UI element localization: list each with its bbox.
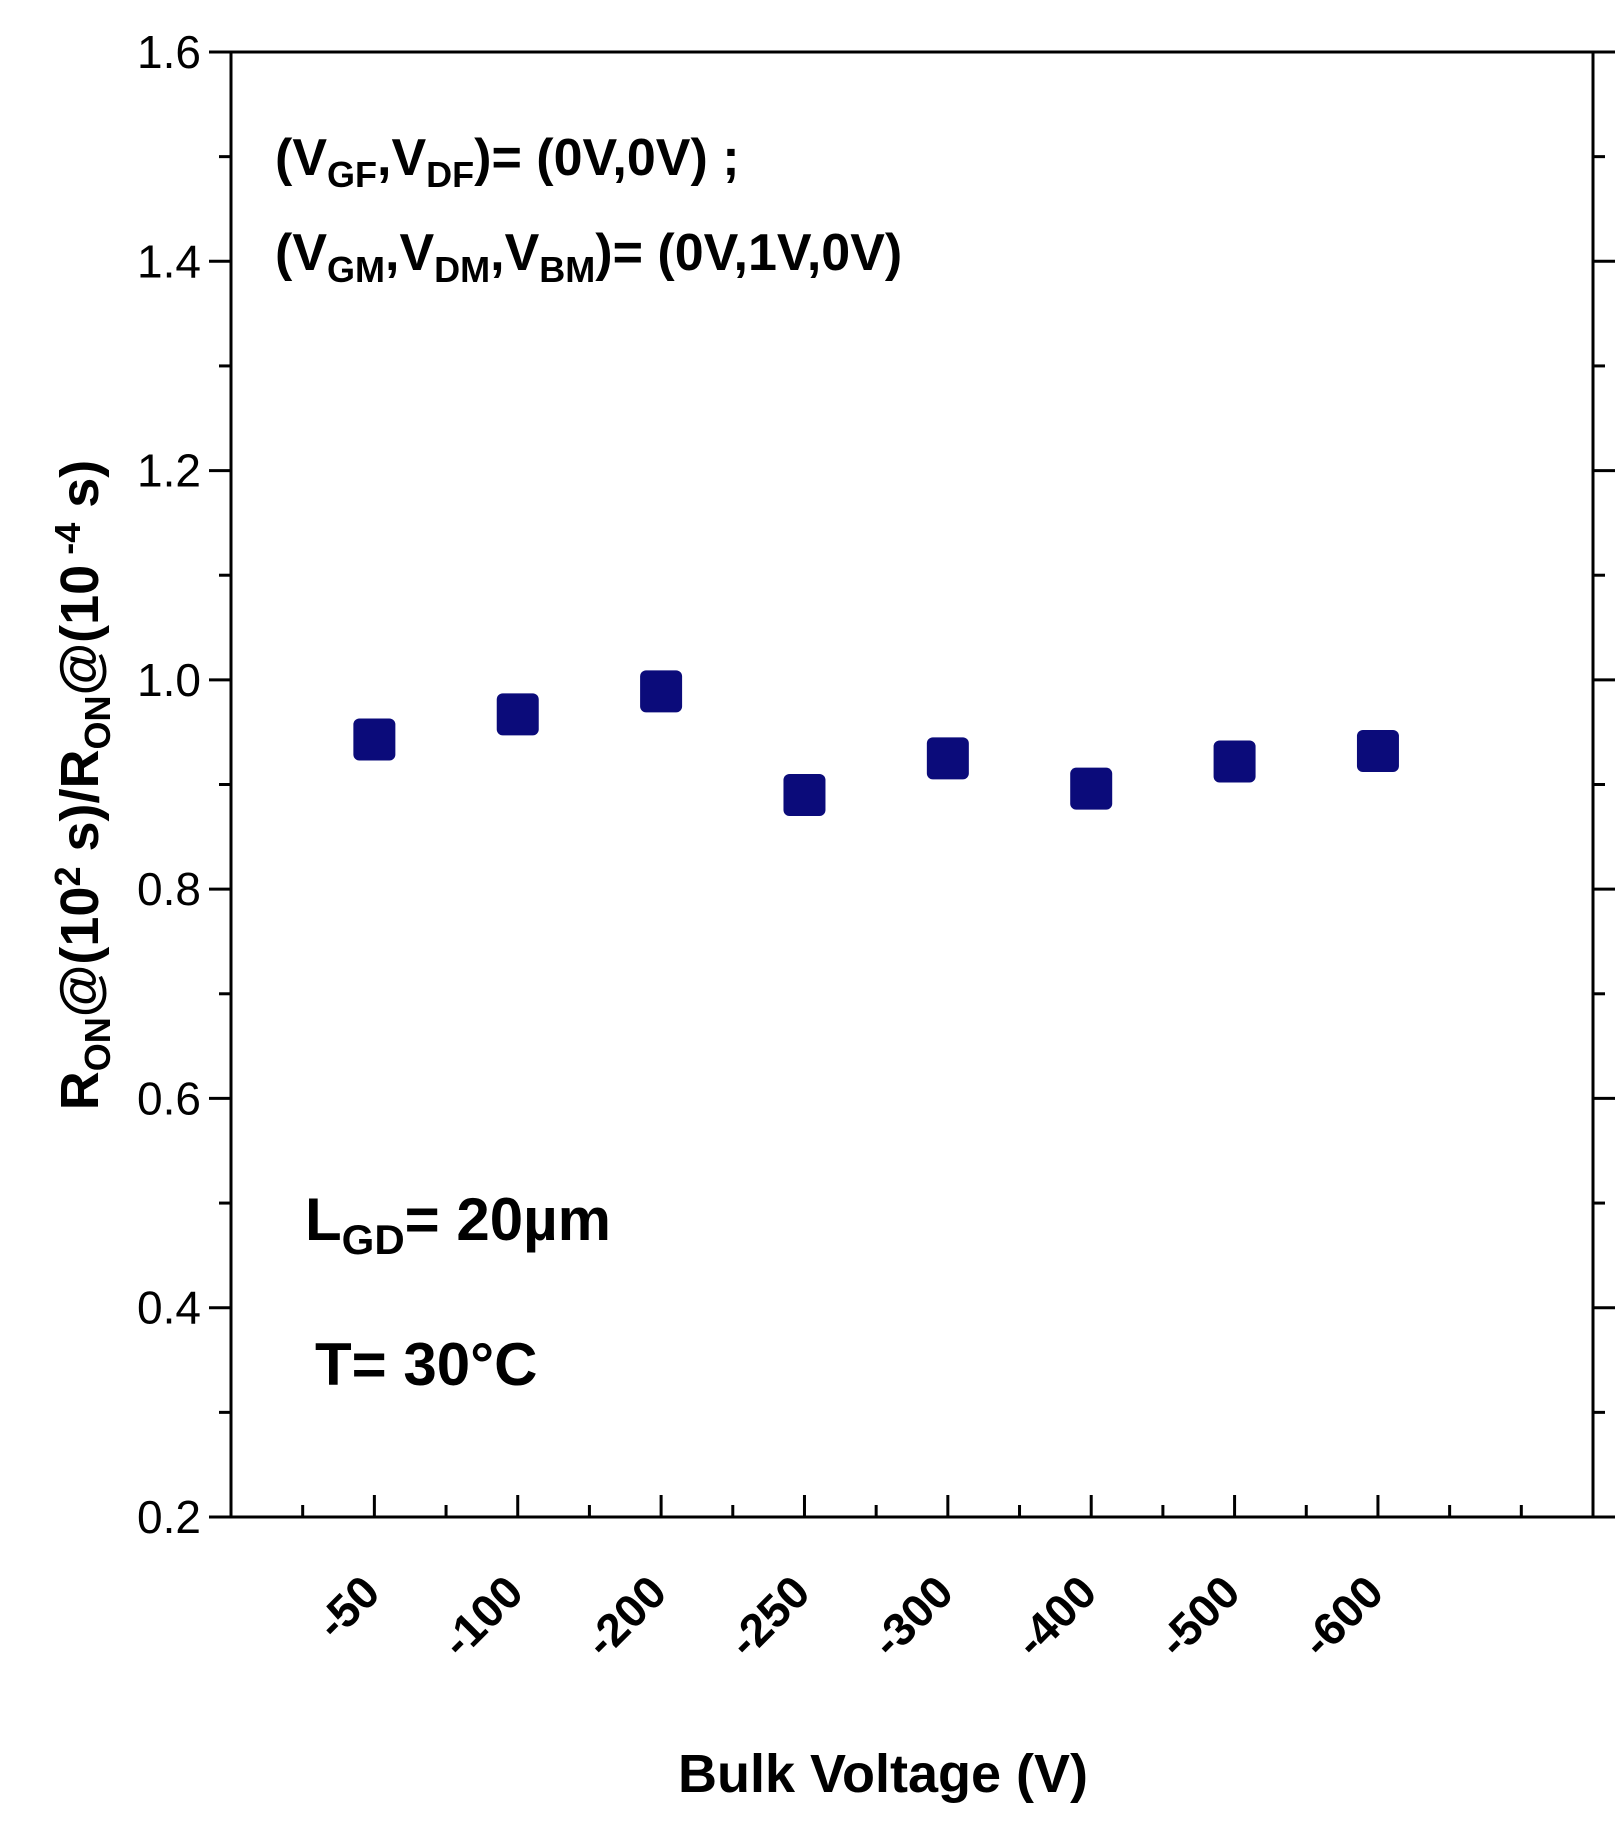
x-tick-label: -600 xyxy=(1291,1565,1393,1667)
data-point xyxy=(353,718,396,761)
data-point xyxy=(496,693,539,736)
annotation-line1: (VGF,VDF)= (0V,0V) ; xyxy=(275,129,740,195)
data-point xyxy=(926,737,969,780)
annotation-lgd: LGD= 20µm xyxy=(305,1186,611,1263)
y-tick-label: 1.2 xyxy=(137,445,201,497)
y-tick-label: 1.4 xyxy=(137,235,201,287)
annotation-line2: (VGM,VDM,VBM)= (0V,1V,0V) xyxy=(275,224,902,290)
y-tick-label: 0.4 xyxy=(137,1282,201,1334)
x-tick-label: -500 xyxy=(1148,1565,1250,1667)
x-axis-title: Bulk Voltage (V) xyxy=(678,1744,1088,1804)
y-tick-label: 1.0 xyxy=(137,654,201,706)
y-tick-label: 0.8 xyxy=(137,863,201,915)
x-axis-ticks: -50 -100 -200 -250 -300 -400 -500 -600 xyxy=(301,1495,1523,1667)
x-tick-label: -50 xyxy=(306,1565,390,1649)
data-points xyxy=(353,670,1399,816)
x-tick-label: -250 xyxy=(718,1565,820,1667)
x-tick-label: -400 xyxy=(1004,1565,1106,1667)
x-tick-label: -200 xyxy=(574,1565,676,1667)
y-tick-label: 0.2 xyxy=(137,1491,201,1543)
data-point xyxy=(1356,730,1399,773)
y-tick-label: 1.6 xyxy=(137,26,201,78)
data-point xyxy=(640,670,683,713)
data-point xyxy=(1070,767,1113,810)
y-axis-title: RON@(102 s)/RON@(10 -4 s) xyxy=(47,460,118,1111)
data-point xyxy=(783,773,826,816)
y-axis-ticks: 0.2 0.4 0.6 0.8 1.0 1.2 1.4 1.6 xyxy=(137,26,1615,1543)
annotation-temperature: T= 30°C xyxy=(315,1331,537,1398)
data-point xyxy=(1213,740,1256,783)
y-tick-label: 0.6 xyxy=(137,1072,201,1124)
x-tick-label: -300 xyxy=(861,1565,963,1667)
x-tick-label: -100 xyxy=(431,1565,533,1667)
